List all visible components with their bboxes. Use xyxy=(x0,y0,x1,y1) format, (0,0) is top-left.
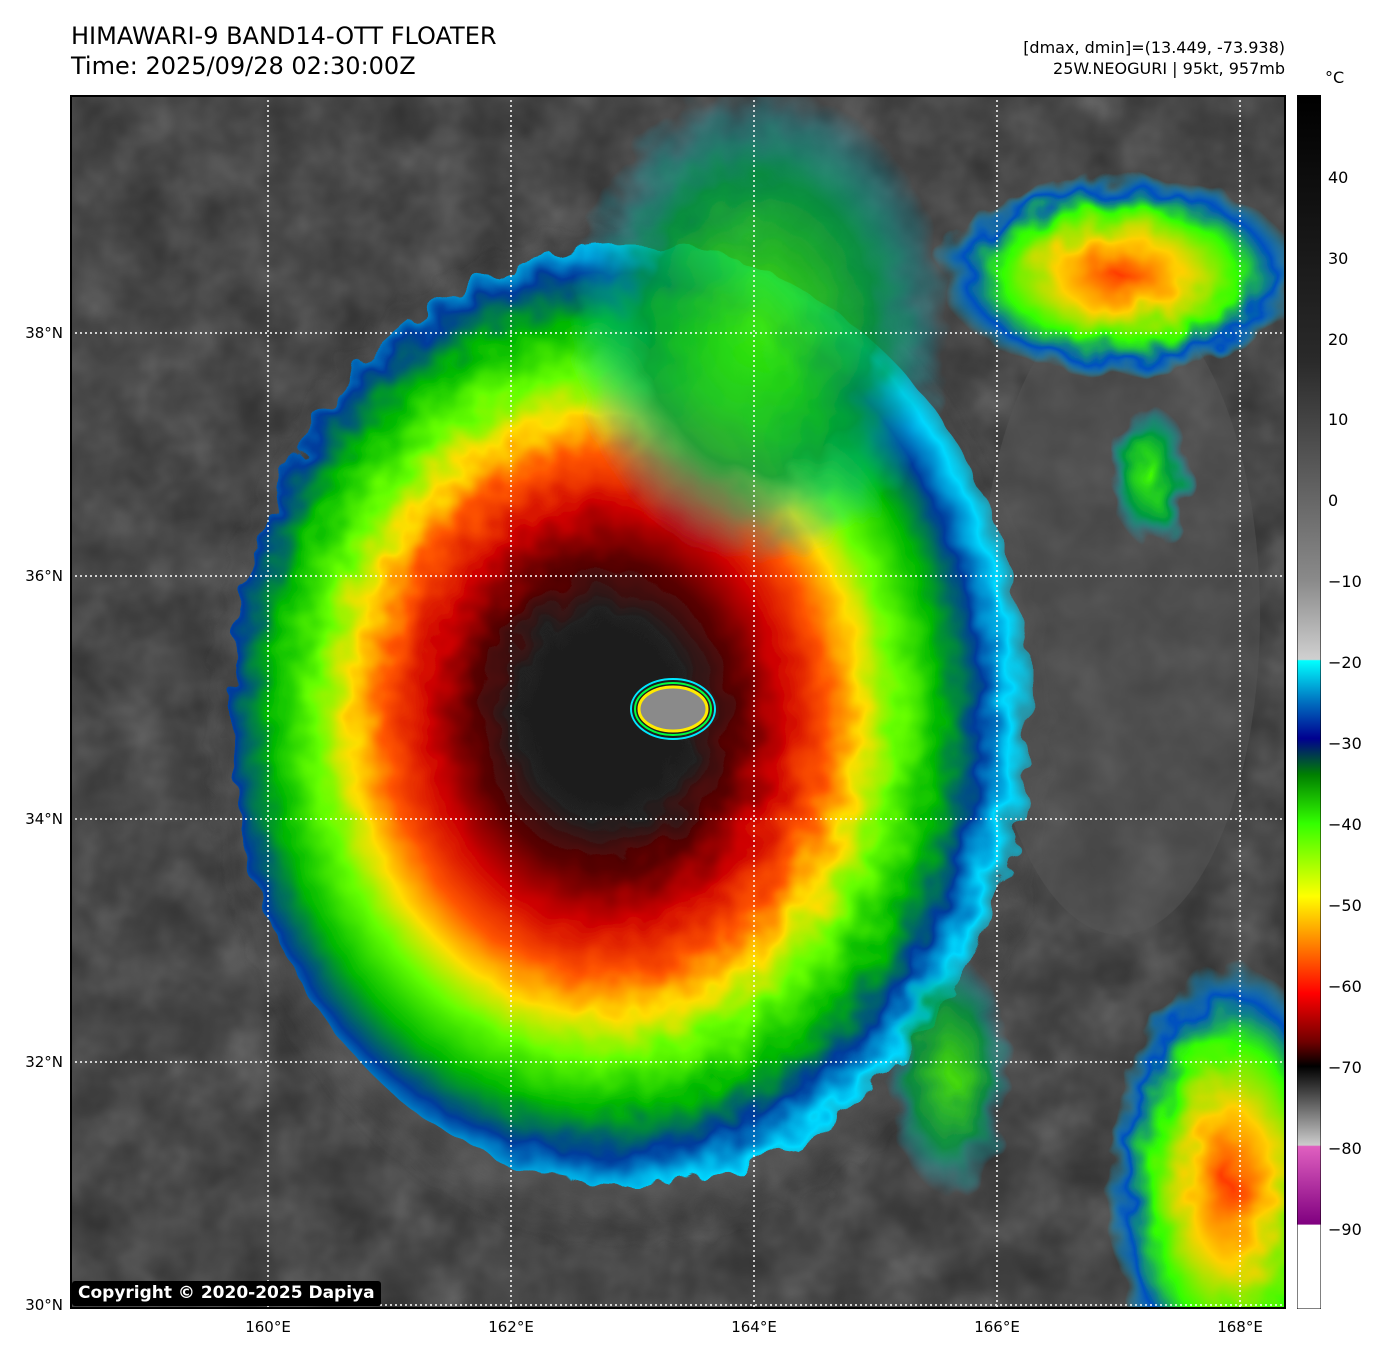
colorbar-tick: −30 xyxy=(1328,734,1362,753)
colorbar-tick: −90 xyxy=(1328,1220,1362,1239)
lat-label-34: 34°N xyxy=(25,810,63,828)
colorbar-tick: 0 xyxy=(1328,491,1339,510)
colorbar-unit: °C xyxy=(1325,68,1345,87)
dmax-dmin-info: [dmax, dmin]=(13.449, -73.938) xyxy=(1023,38,1285,57)
image-title: HIMAWARI-9 BAND14-OTT FLOATER xyxy=(71,22,497,50)
lon-label-164: 164°E xyxy=(731,1318,777,1336)
lat-label-30: 30°N xyxy=(25,1296,63,1314)
lat-label-36: 36°N xyxy=(25,567,63,585)
lon-label-160: 160°E xyxy=(245,1318,291,1336)
copyright-label: Copyright © 2020-2025 Dapiya xyxy=(72,1281,381,1306)
colorbar-tick: −60 xyxy=(1328,977,1362,996)
colorbar-tick: −20 xyxy=(1328,653,1362,672)
storm-info: 25W.NEOGURI | 95kt, 957mb xyxy=(1053,59,1285,78)
colorbar-tick: −10 xyxy=(1328,572,1362,591)
colorbar-tick: 30 xyxy=(1328,249,1349,268)
lat-label-38: 38°N xyxy=(25,324,63,342)
satellite-ir-image xyxy=(70,95,1286,1309)
colorbar-tick: 20 xyxy=(1328,330,1349,349)
lon-label-166: 166°E xyxy=(974,1318,1020,1336)
lat-label-32: 32°N xyxy=(25,1053,63,1071)
lon-label-168: 168°E xyxy=(1217,1318,1263,1336)
colorbar-tick: 40 xyxy=(1328,168,1349,187)
image-timestamp: Time: 2025/09/28 02:30:00Z xyxy=(71,52,416,80)
colorbar-tick: −80 xyxy=(1328,1139,1362,1158)
colorbar-tick: −40 xyxy=(1328,815,1362,834)
temperature-colorbar xyxy=(1297,95,1321,1309)
colorbar-tick: 10 xyxy=(1328,410,1349,429)
lon-label-162: 162°E xyxy=(488,1318,534,1336)
colorbar-tick: −70 xyxy=(1328,1058,1362,1077)
colorbar-tick: −50 xyxy=(1328,896,1362,915)
